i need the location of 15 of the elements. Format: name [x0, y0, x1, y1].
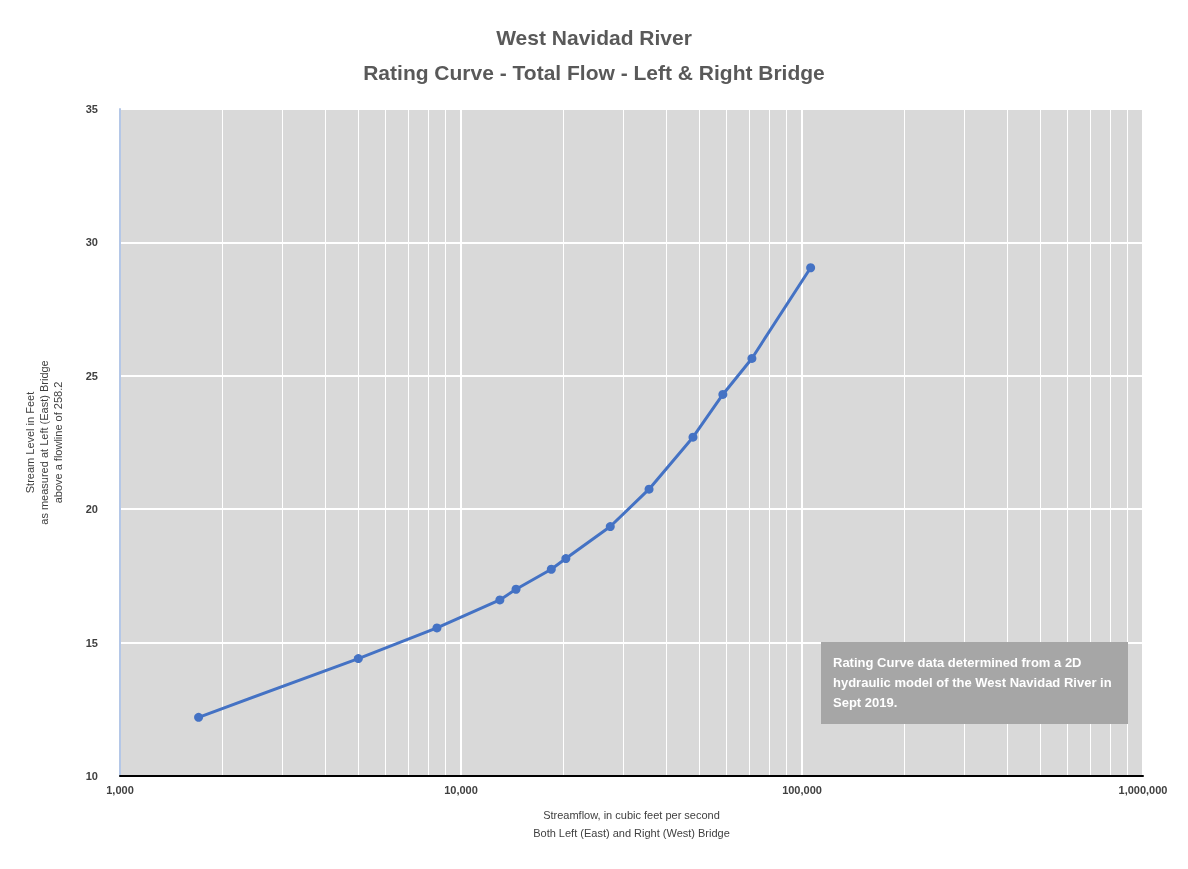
- chart-subtitle: Rating Curve - Total Flow - Left & Right Bridge: [363, 61, 825, 84]
- x-tick-label: 1,000: [106, 783, 134, 796]
- x-tick-label: 1,000,000: [1118, 783, 1168, 796]
- y-axis-title: Stream Level in Feet as measured at Left (East) Bridge above a flowline of 258.2: [24, 360, 64, 525]
- x-tick-label: 10,000: [444, 783, 478, 796]
- y-tick-label: 25: [85, 369, 98, 382]
- x-tick-label: 100,000: [782, 783, 822, 796]
- y-tick-label: 10: [85, 770, 98, 782]
- y-tick-label: 30: [85, 236, 98, 249]
- y-tick-label: 20: [85, 503, 98, 516]
- y-tick-label: 15: [85, 636, 98, 649]
- y-tick-label: 35: [85, 103, 98, 115]
- x-axis-title: Streamflow, in cubic feet per second Both Left (East) and Right (West) Bridge: [533, 809, 730, 839]
- chart-title: West Navidad River: [496, 26, 692, 49]
- annotation: Rating Curve data determined from a 2D hydraulic model of the West Navidad River in Sept 2019.: [833, 654, 1116, 710]
